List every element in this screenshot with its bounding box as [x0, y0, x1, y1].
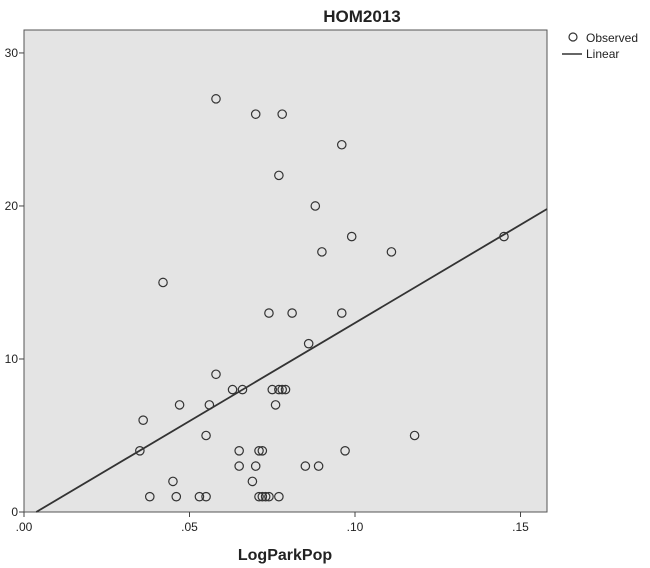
data-point	[250, 461, 261, 471]
data-point	[247, 476, 258, 487]
data-point	[310, 201, 321, 211]
chart-title: HOM2013	[323, 7, 400, 26]
line-layer	[35, 208, 548, 513]
data-point	[174, 400, 185, 410]
data-point	[201, 491, 211, 502]
data-point	[168, 476, 178, 487]
data-point	[211, 369, 221, 380]
data-point	[267, 384, 278, 395]
points-layer	[135, 94, 509, 502]
data-point	[270, 400, 281, 410]
legend: Observed Linear	[562, 31, 638, 61]
data-point	[300, 461, 311, 471]
data-point	[409, 430, 420, 441]
data-point	[313, 461, 324, 471]
data-point	[264, 308, 274, 318]
x-axis-label: LogParkPop	[238, 547, 332, 564]
data-point	[386, 247, 397, 257]
data-point	[254, 491, 264, 502]
plot-area	[23, 29, 548, 513]
data-point	[277, 109, 287, 119]
data-point	[171, 491, 182, 502]
legend-linear-label: Linear	[586, 47, 619, 61]
data-point	[234, 445, 244, 456]
data-point	[277, 384, 287, 395]
data-point	[274, 491, 284, 502]
linear-fit-line	[35, 208, 548, 513]
legend-observed-label: Observed	[586, 31, 638, 45]
data-point	[227, 384, 238, 395]
y-tick-label: 20	[5, 199, 19, 213]
y-tick-label: 30	[5, 46, 19, 60]
data-point	[287, 308, 297, 318]
data-point	[211, 94, 221, 104]
data-point	[237, 384, 248, 395]
data-point	[340, 445, 350, 456]
data-point	[201, 430, 211, 441]
data-point	[234, 461, 244, 471]
x-tick-label: .00	[16, 520, 33, 534]
data-point	[250, 109, 261, 119]
x-tick-label: .05	[181, 520, 198, 534]
data-point	[135, 445, 145, 456]
data-point	[158, 277, 168, 288]
data-point	[257, 491, 268, 502]
x-tick-label: .10	[347, 520, 364, 534]
data-point	[274, 384, 284, 395]
data-point	[138, 415, 148, 425]
data-point	[303, 338, 314, 349]
data-point	[336, 308, 347, 318]
data-point	[264, 491, 274, 502]
data-point	[317, 247, 327, 257]
y-tick-label: 0	[11, 505, 18, 519]
data-point	[144, 491, 155, 502]
data-point	[346, 231, 357, 242]
y-tick-label: 10	[5, 352, 19, 366]
data-point	[280, 384, 291, 395]
data-point	[336, 139, 347, 150]
x-tick-label: .15	[512, 520, 529, 534]
data-point	[260, 491, 271, 502]
data-point	[274, 170, 284, 181]
data-point	[254, 445, 264, 456]
axes-layer: .00 .05 .10 .15 0 10 20 30	[5, 46, 530, 534]
legend-observed-marker	[568, 32, 578, 42]
data-point	[194, 491, 205, 502]
data-point	[257, 445, 268, 456]
